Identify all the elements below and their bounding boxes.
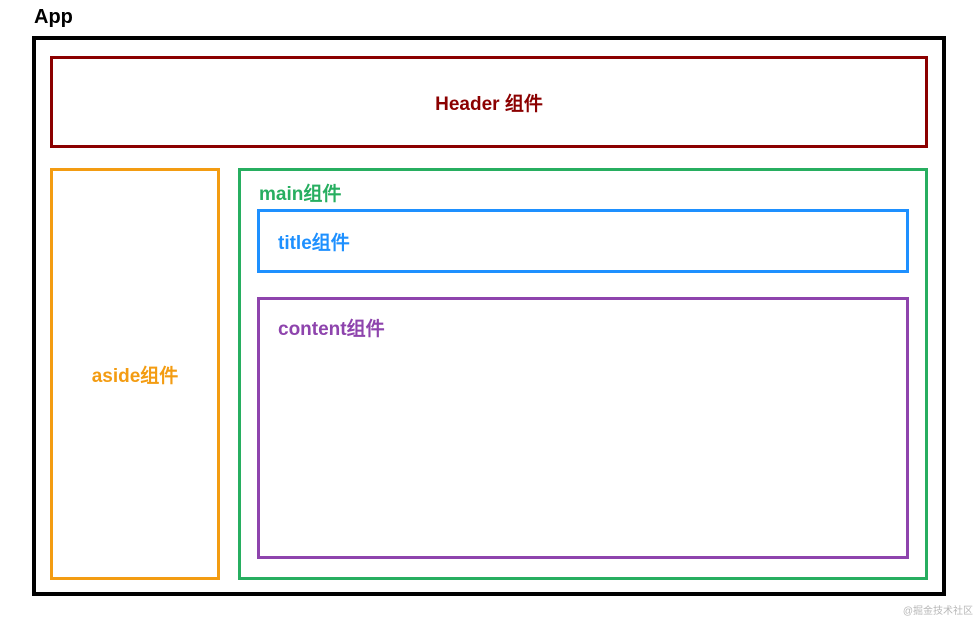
aside-component-box: aside组件: [50, 168, 220, 580]
title-label: title组件: [278, 228, 350, 255]
main-label: main组件: [259, 179, 341, 206]
title-component-box: title组件: [257, 209, 909, 273]
header-label: Header 组件: [435, 89, 543, 116]
main-component-box: main组件 title组件 content组件: [238, 168, 928, 580]
app-container: Header 组件 aside组件 main组件 title组件 content…: [32, 36, 946, 596]
app-title: App: [34, 6, 73, 29]
watermark: @掘金技术社区: [903, 602, 973, 617]
header-component-box: Header 组件: [50, 56, 928, 148]
content-component-box: content组件: [257, 297, 909, 559]
aside-label: aside组件: [92, 361, 179, 388]
content-label: content组件: [278, 314, 385, 341]
